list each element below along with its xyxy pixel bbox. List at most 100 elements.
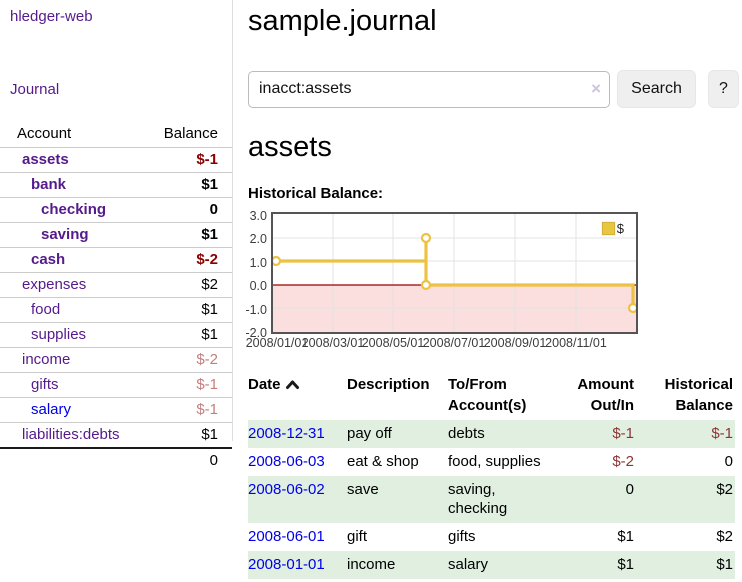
y-tick-label: 2.0 bbox=[249, 232, 267, 246]
account-balance: $1 bbox=[201, 426, 218, 443]
account-link-assets[interactable]: assets bbox=[22, 151, 69, 168]
account-link-gifts[interactable]: gifts bbox=[31, 376, 59, 393]
account-link-cash[interactable]: cash bbox=[31, 251, 66, 268]
transaction-description: pay off bbox=[347, 425, 392, 442]
account-table-header: Account Balance bbox=[0, 122, 232, 147]
sidebar: hledger-web Journal Account Balance asse… bbox=[0, 0, 233, 469]
register-row[interactable]: 2008-06-02 save saving, checking 0 $2 bbox=[248, 476, 735, 523]
account-row-liabilities-debts: liabilities:debts $1 bbox=[0, 422, 232, 447]
transaction-accounts: saving, checking bbox=[448, 481, 508, 517]
account-heading: assets bbox=[248, 131, 332, 163]
y-tick-label: 3.0 bbox=[249, 209, 267, 223]
account-row-checking: checking 0 bbox=[0, 197, 232, 222]
y-tick-label: 0.0 bbox=[249, 279, 267, 293]
column-header-amount: Amount Out/In bbox=[577, 376, 634, 414]
account-balance: $-1 bbox=[196, 151, 218, 168]
column-header-description: Description bbox=[347, 376, 430, 393]
historical-balance-chart[interactable]: 3.0 2.0 1.0 0.0 -1.0 -2.0 bbox=[245, 210, 639, 353]
account-balance: $1 bbox=[201, 301, 218, 318]
account-link-income[interactable]: income bbox=[22, 351, 71, 368]
clear-search-icon[interactable]: × bbox=[591, 78, 601, 98]
transaction-amount: $-1 bbox=[612, 425, 634, 442]
help-button[interactable]: ? bbox=[708, 70, 739, 108]
transaction-date-link[interactable]: 2008-12-31 bbox=[248, 425, 325, 442]
transaction-description: income bbox=[347, 556, 396, 573]
main-content: sample.journal × Search ? assets Histori… bbox=[233, 0, 742, 579]
transaction-balance: $2 bbox=[716, 481, 733, 498]
chart-plot-area[interactable]: 3.0 2.0 1.0 0.0 -1.0 -2.0 bbox=[245, 210, 639, 339]
account-row-gifts: gifts $-1 bbox=[0, 372, 232, 397]
transaction-balance: 0 bbox=[724, 453, 733, 470]
account-link-expenses[interactable]: expenses bbox=[22, 276, 87, 293]
column-header-date[interactable]: Date bbox=[248, 372, 347, 420]
sidebar-item-journal[interactable]: Journal bbox=[10, 81, 60, 98]
account-link-saving[interactable]: saving bbox=[41, 226, 89, 243]
account-row-saving: saving $1 bbox=[0, 222, 232, 247]
transaction-accounts: food, supplies bbox=[448, 453, 541, 470]
account-link-food[interactable]: food bbox=[31, 301, 61, 318]
account-balance: $-1 bbox=[196, 376, 218, 393]
y-tick-label: -2.0 bbox=[245, 326, 267, 340]
search-button[interactable]: Search bbox=[617, 70, 696, 108]
account-balance: $-1 bbox=[196, 401, 218, 418]
transaction-amount: $1 bbox=[617, 556, 634, 573]
chart-legend: $ bbox=[600, 221, 624, 236]
register-row[interactable]: 2008-06-01 gift gifts $1 $2 bbox=[248, 523, 735, 551]
date-header-label: Date bbox=[248, 376, 281, 393]
account-column-header: Account bbox=[17, 125, 72, 142]
x-tick-label: 2008/05/01 bbox=[361, 336, 425, 350]
register-row[interactable]: 2008-06-03 eat & shop food, supplies $-2… bbox=[248, 448, 735, 476]
account-row-salary: salary $-1 bbox=[0, 397, 232, 422]
account-link-salary[interactable]: salary bbox=[31, 401, 72, 418]
register-row[interactable]: 2008-12-31 pay off debts $-1 $-1 bbox=[248, 420, 735, 448]
column-header-balance: Historical Balance bbox=[664, 376, 733, 414]
account-balance: $1 bbox=[201, 226, 218, 243]
brand-link[interactable]: hledger-web bbox=[10, 8, 93, 25]
x-tick-label: 2008/09/01 bbox=[483, 336, 547, 350]
account-row-income: income $-2 bbox=[0, 347, 232, 372]
account-row-supplies: supplies $1 bbox=[0, 322, 232, 347]
y-tick-label: 1.0 bbox=[249, 256, 267, 270]
account-balance: $1 bbox=[201, 326, 218, 343]
transaction-date-link[interactable]: 2008-01-01 bbox=[248, 556, 325, 573]
account-row-cash: cash $-2 bbox=[0, 247, 232, 272]
account-link-liabilities-debts[interactable]: liabilities:debts bbox=[22, 426, 120, 443]
transaction-balance: $-1 bbox=[711, 425, 733, 442]
account-link-supplies[interactable]: supplies bbox=[31, 326, 87, 343]
search-box: × bbox=[248, 70, 610, 108]
column-header-accounts: To/From Account(s) bbox=[448, 376, 527, 414]
account-row-bank: bank $1 bbox=[0, 172, 232, 197]
account-link-bank[interactable]: bank bbox=[31, 176, 67, 193]
search-input[interactable] bbox=[248, 70, 610, 108]
legend-swatch-icon bbox=[600, 221, 616, 236]
transaction-date-link[interactable]: 2008-06-01 bbox=[248, 528, 325, 545]
account-balance: $-2 bbox=[196, 251, 218, 268]
transaction-amount: 0 bbox=[625, 481, 634, 498]
transaction-description: gift bbox=[347, 528, 368, 545]
register-table: Date Description To/From Account(s) Amou… bbox=[248, 372, 735, 579]
account-balance: $1 bbox=[201, 176, 218, 193]
accounts-total-value: 0 bbox=[209, 452, 218, 469]
register-row[interactable]: 2008-01-01 income salary $1 $1 bbox=[248, 551, 735, 579]
chart-canvas bbox=[270, 214, 639, 332]
sort-ascending-icon bbox=[285, 375, 300, 396]
x-tick-label: 2008/03/01 bbox=[301, 336, 365, 350]
x-tick-label: 2008/01/01 bbox=[245, 336, 309, 350]
account-balance: 0 bbox=[209, 201, 218, 218]
x-axis-labels: 2008/01/01 2008/03/01 2008/05/01 2008/07… bbox=[246, 336, 634, 353]
transaction-accounts: gifts bbox=[448, 528, 476, 545]
x-tick-label: 2008/07/01 bbox=[422, 336, 486, 350]
account-row-food: food $1 bbox=[0, 297, 232, 322]
transaction-date-link[interactable]: 2008-06-03 bbox=[248, 453, 325, 470]
chart-title: Historical Balance: bbox=[248, 185, 384, 202]
page-title: sample.journal bbox=[248, 5, 437, 37]
accounts-total-row: 0 bbox=[0, 447, 232, 473]
transaction-date-link[interactable]: 2008-06-02 bbox=[248, 481, 325, 498]
transaction-amount: $-2 bbox=[612, 453, 634, 470]
transaction-accounts: salary bbox=[448, 556, 489, 573]
account-link-checking[interactable]: checking bbox=[41, 201, 107, 218]
transaction-amount: $1 bbox=[617, 528, 634, 545]
legend-label: $ bbox=[616, 221, 624, 236]
balance-series-line bbox=[276, 238, 635, 308]
account-balance-table: Account Balance assets $-1 bank $1 check… bbox=[0, 122, 232, 473]
